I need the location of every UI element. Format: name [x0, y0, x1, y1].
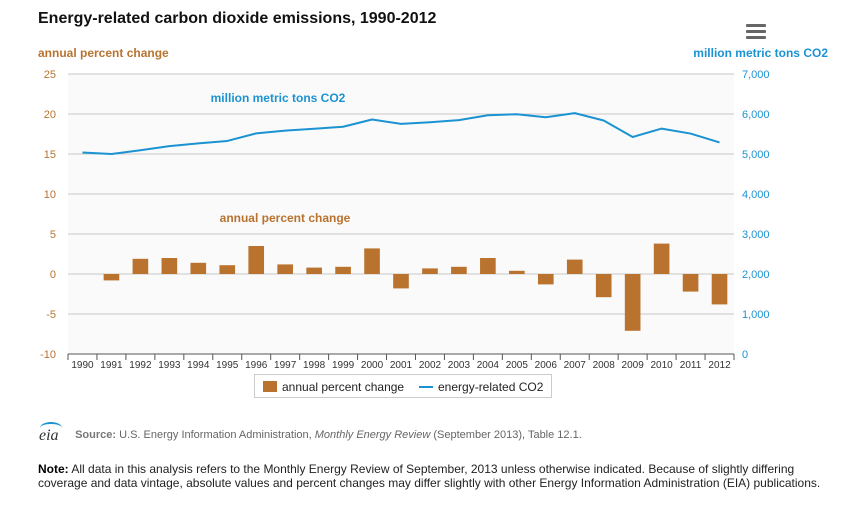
- bar: [161, 258, 178, 274]
- bar: [277, 264, 293, 274]
- bar: [451, 266, 467, 274]
- note-text: All data in this analysis refers to the …: [38, 462, 821, 490]
- left-axis-tick-label: 5: [50, 229, 56, 241]
- chart-legend: annual percent change energy-related CO2: [254, 374, 552, 398]
- eia-logo-icon: eia: [38, 422, 66, 444]
- eia-logo-text: eia: [39, 427, 59, 444]
- bar: [335, 266, 351, 274]
- source-text-after: (September 2013), Table 12.1.: [433, 429, 582, 441]
- legend-item-line[interactable]: energy-related CO2: [419, 380, 543, 394]
- source-line: eia Source: U.S. Energy Information Admi…: [38, 422, 582, 444]
- x-axis-tick-label: 2008: [593, 360, 616, 371]
- legend-line-swatch: [419, 386, 433, 388]
- bar: [624, 274, 641, 331]
- chart-plot-area: -10 0 -5 1,000 0 2,000 5 3,000 10 4,000 15 5,000 20 6…: [40, 69, 770, 371]
- bar: [393, 274, 409, 289]
- x-axis-tick-label: 2002: [419, 360, 442, 371]
- x-axis-tick-label: 2003: [448, 360, 471, 371]
- legend-bar-swatch: [263, 381, 277, 392]
- legend-item-bar[interactable]: annual percent change: [263, 380, 404, 394]
- right-axis-tick-label: 6,000: [742, 109, 770, 121]
- left-axis-tick-label: -10: [40, 349, 56, 361]
- bar: [480, 258, 496, 274]
- bar: [132, 258, 149, 274]
- x-axis-tick-label: 2000: [361, 360, 384, 371]
- x-axis-tick-label: 1994: [187, 360, 210, 371]
- right-axis-tick-label: 2,000: [742, 269, 770, 281]
- x-axis-tick-label: 2004: [477, 360, 500, 371]
- x-axis-tick-label: 2005: [506, 360, 529, 371]
- right-axis-tick-label: 5,000: [742, 149, 770, 161]
- bar: [248, 246, 265, 274]
- bar: [306, 267, 322, 274]
- note-prefix: Note:: [38, 462, 69, 476]
- bar: [711, 274, 728, 305]
- right-axis-tick-label: 7,000: [742, 69, 770, 81]
- series-line: [82, 112, 720, 155]
- right-axis-tick-label: 0: [742, 349, 748, 361]
- left-axis-tick-label: 15: [44, 149, 56, 161]
- bar: [509, 270, 525, 274]
- right-axis-tick-label: 4,000: [742, 189, 770, 201]
- plot-background: [68, 74, 734, 354]
- left-axis-tick-label: -5: [46, 309, 56, 321]
- x-axis-tick-label: 2010: [650, 360, 673, 371]
- x-axis-tick-label: 2011: [680, 360, 702, 371]
- left-axis-tick-label: 10: [44, 189, 56, 201]
- source-prefix: Source:: [75, 429, 117, 441]
- x-axis-tick-label: 1995: [216, 360, 239, 371]
- x-axis-tick-label: 2012: [708, 360, 731, 371]
- bar: [653, 243, 670, 274]
- legend-line-label: energy-related CO2: [438, 380, 544, 394]
- x-axis-tick-label: 2009: [622, 360, 645, 371]
- bar: [566, 259, 583, 274]
- x-axis-tick-label: 1993: [158, 360, 181, 371]
- bar-annotation: annual percent change: [220, 211, 351, 225]
- x-axis-tick-label: 1990: [71, 360, 94, 371]
- x-axis-tick-label: 1996: [245, 360, 268, 371]
- bar: [422, 268, 438, 274]
- source-publication: Monthly Energy Review: [314, 429, 431, 441]
- right-axis-title: million metric tons CO2: [693, 46, 828, 60]
- x-axis-tick-label: 2001: [390, 360, 413, 371]
- left-axis-tick-label: 0: [50, 269, 56, 281]
- footnote: Note: All data in this analysis refers t…: [38, 462, 838, 490]
- hamburger-menu-icon[interactable]: [746, 24, 766, 40]
- bar: [595, 274, 612, 298]
- bar: [364, 248, 380, 274]
- x-axis-tick-label: 2006: [535, 360, 558, 371]
- line-annotation: million metric tons CO2: [211, 91, 346, 105]
- x-axis-tick-label: 1997: [274, 360, 297, 371]
- bar: [103, 274, 120, 281]
- left-axis-title: annual percent change: [38, 46, 169, 60]
- x-axis-tick-label: 1991: [100, 360, 123, 371]
- bar: [682, 274, 699, 292]
- left-axis-tick-label: 25: [44, 69, 56, 81]
- right-axis-tick-label: 1,000: [742, 309, 770, 321]
- bar: [219, 265, 236, 274]
- x-axis-tick-label: 1998: [303, 360, 326, 371]
- source-text-before: U.S. Energy Information Administration,: [119, 429, 312, 441]
- x-axis-tick-label: 1992: [129, 360, 152, 371]
- bar: [190, 262, 207, 274]
- legend-bar-label: annual percent change: [282, 380, 405, 394]
- x-axis-tick-label: 2007: [564, 360, 587, 371]
- chart-title: Energy-related carbon dioxide emissions,…: [38, 10, 437, 27]
- right-axis-tick-label: 3,000: [742, 229, 770, 241]
- bar: [537, 274, 554, 285]
- x-axis-tick-label: 1999: [332, 360, 355, 371]
- left-axis-tick-label: 20: [44, 109, 56, 121]
